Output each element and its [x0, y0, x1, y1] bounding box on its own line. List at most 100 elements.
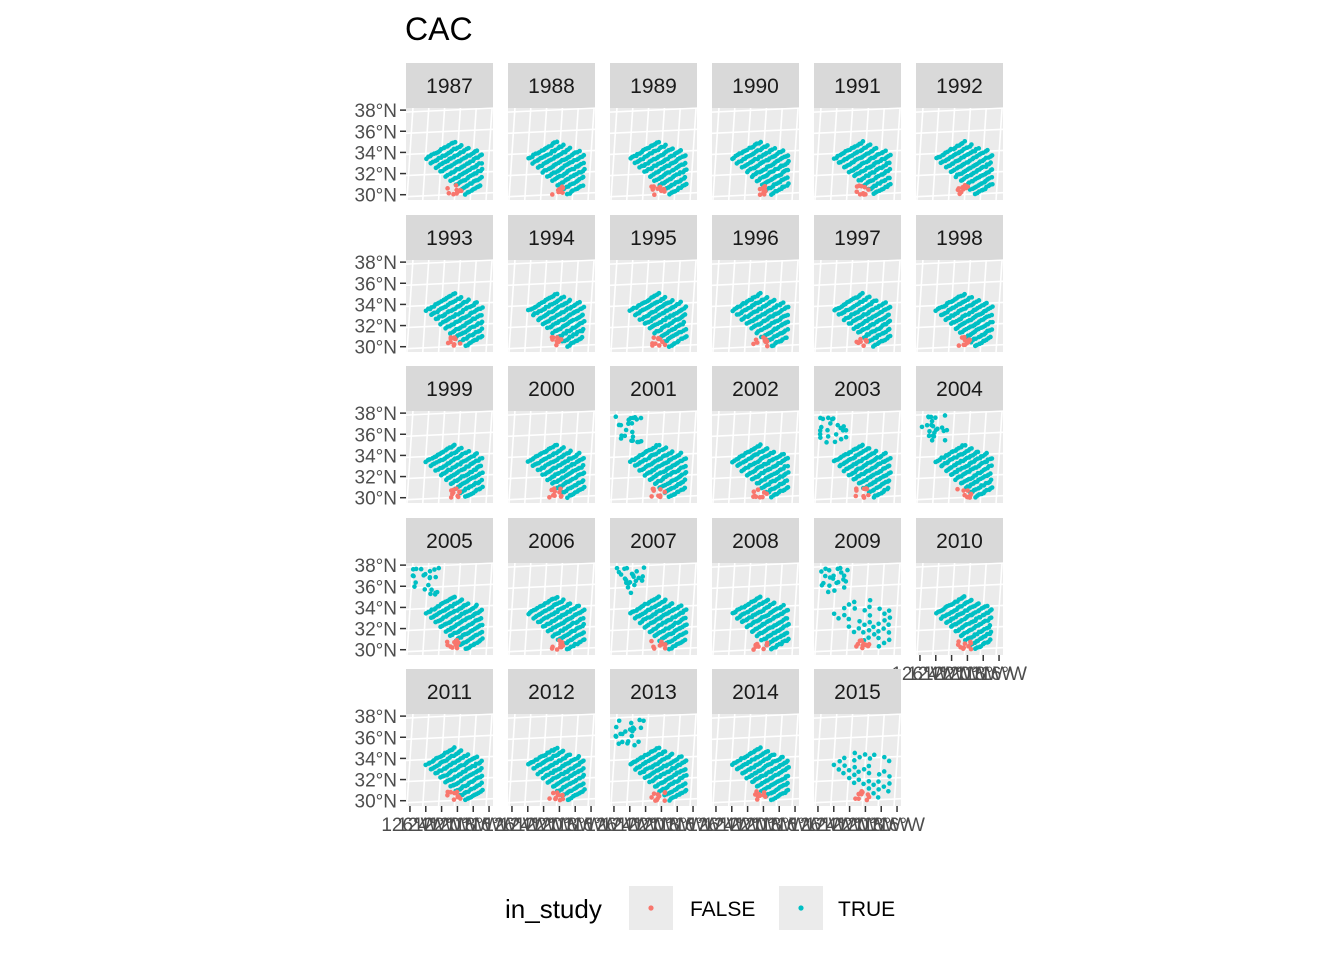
- grid-line-lon: [437, 562, 446, 656]
- grid-line-lat: [711, 410, 800, 416]
- data-point-true: [857, 618, 862, 624]
- data-point-true: [841, 605, 847, 611]
- data-point-true: [580, 312, 585, 318]
- facet-strip: [916, 366, 1003, 411]
- grid-line-lon: [829, 259, 838, 353]
- data-point-true: [784, 630, 790, 636]
- data-point-true: [656, 290, 662, 296]
- data-point-false: [445, 340, 451, 346]
- facet-strip-label: 2001: [630, 378, 677, 401]
- data-point-true: [663, 142, 668, 148]
- grid-line-lon: [916, 259, 924, 353]
- data-point-true: [785, 484, 791, 490]
- data-point-true: [683, 781, 688, 786]
- facet-panel-1994: 1994: [507, 215, 596, 353]
- data-point-false: [662, 489, 668, 495]
- data-point-true: [969, 142, 974, 147]
- grid-line-lat: [507, 713, 596, 719]
- data-point-true: [780, 754, 785, 760]
- facet-strip-label: 1990: [732, 75, 779, 98]
- grid-line-lon: [508, 410, 516, 504]
- facet-strip-label: 1992: [936, 75, 983, 98]
- data-point-true: [852, 750, 858, 756]
- data-point-true: [479, 622, 485, 628]
- y-tick-label: 36°N: [355, 274, 397, 295]
- grid-line-lon: [791, 259, 799, 353]
- data-point-false: [662, 790, 668, 796]
- data-point-true: [452, 139, 458, 145]
- data-point-true: [771, 449, 777, 455]
- data-point-true: [634, 569, 639, 574]
- data-point-true: [480, 305, 485, 310]
- facet-strip-label: 2002: [732, 378, 779, 401]
- data-point-true: [418, 566, 424, 572]
- data-point-true: [579, 334, 585, 340]
- data-point-true: [479, 319, 485, 325]
- grid-line-lat: [609, 734, 698, 741]
- data-point-true: [887, 333, 893, 339]
- data-point-true: [683, 615, 688, 621]
- data-point-true: [477, 183, 483, 188]
- data-point-true: [860, 139, 866, 144]
- data-point-true: [682, 477, 688, 483]
- grid-line-lon: [689, 107, 697, 201]
- data-point-true: [618, 436, 624, 441]
- grid-line-lon: [689, 713, 697, 807]
- data-point-false: [960, 185, 965, 190]
- grid-line-lon: [995, 410, 1003, 504]
- grid-line-lon: [995, 562, 1003, 656]
- data-point-true: [785, 773, 791, 779]
- data-point-true: [836, 616, 841, 621]
- data-point-true: [581, 621, 587, 627]
- data-point-true: [819, 569, 824, 574]
- data-point-true: [824, 440, 829, 445]
- grid-line-lon: [406, 713, 414, 807]
- data-point-true: [930, 423, 936, 429]
- x-tick-label: 126°W: [891, 664, 948, 685]
- facet-strip: [508, 63, 595, 108]
- grid-line-lat: [711, 280, 800, 287]
- data-point-true: [835, 579, 841, 585]
- data-point-true: [428, 591, 433, 597]
- grid-line-lon: [689, 410, 697, 504]
- grid-line-lon: [829, 107, 838, 201]
- data-point-true: [785, 607, 791, 613]
- data-point-true: [683, 456, 689, 461]
- data-point-true: [785, 153, 791, 158]
- data-point-false: [662, 798, 668, 803]
- data-point-true: [883, 450, 888, 456]
- grid-line-lat: [915, 128, 1004, 135]
- data-point-false: [756, 791, 762, 797]
- data-point-true: [837, 565, 843, 571]
- data-point-true: [873, 448, 879, 454]
- data-point-false: [853, 486, 859, 492]
- grid-line-lat: [813, 259, 902, 265]
- data-point-true: [622, 433, 628, 439]
- grid-line-lat: [405, 107, 494, 113]
- data-point-true: [919, 424, 925, 430]
- data-point-true: [867, 756, 873, 761]
- facet-strip: [916, 63, 1003, 108]
- data-point-false: [754, 797, 760, 802]
- data-point-false: [552, 493, 557, 499]
- data-point-true: [852, 606, 858, 611]
- grid-line-lat: [813, 343, 902, 350]
- grid-line-lon: [485, 410, 493, 504]
- data-point-true: [785, 327, 791, 332]
- data-point-true: [876, 635, 881, 641]
- data-point-true: [758, 745, 763, 750]
- data-point-true: [616, 718, 622, 724]
- data-point-true: [581, 152, 587, 158]
- facet-strip: [610, 518, 697, 563]
- data-point-true: [683, 767, 688, 772]
- data-point-true: [560, 748, 566, 754]
- data-point-true: [656, 745, 662, 751]
- data-point-true: [641, 565, 647, 570]
- data-point-true: [867, 619, 873, 625]
- x-tick-label: 126°W: [381, 815, 438, 836]
- grid-line-lat: [507, 128, 596, 135]
- data-point-true: [873, 298, 879, 304]
